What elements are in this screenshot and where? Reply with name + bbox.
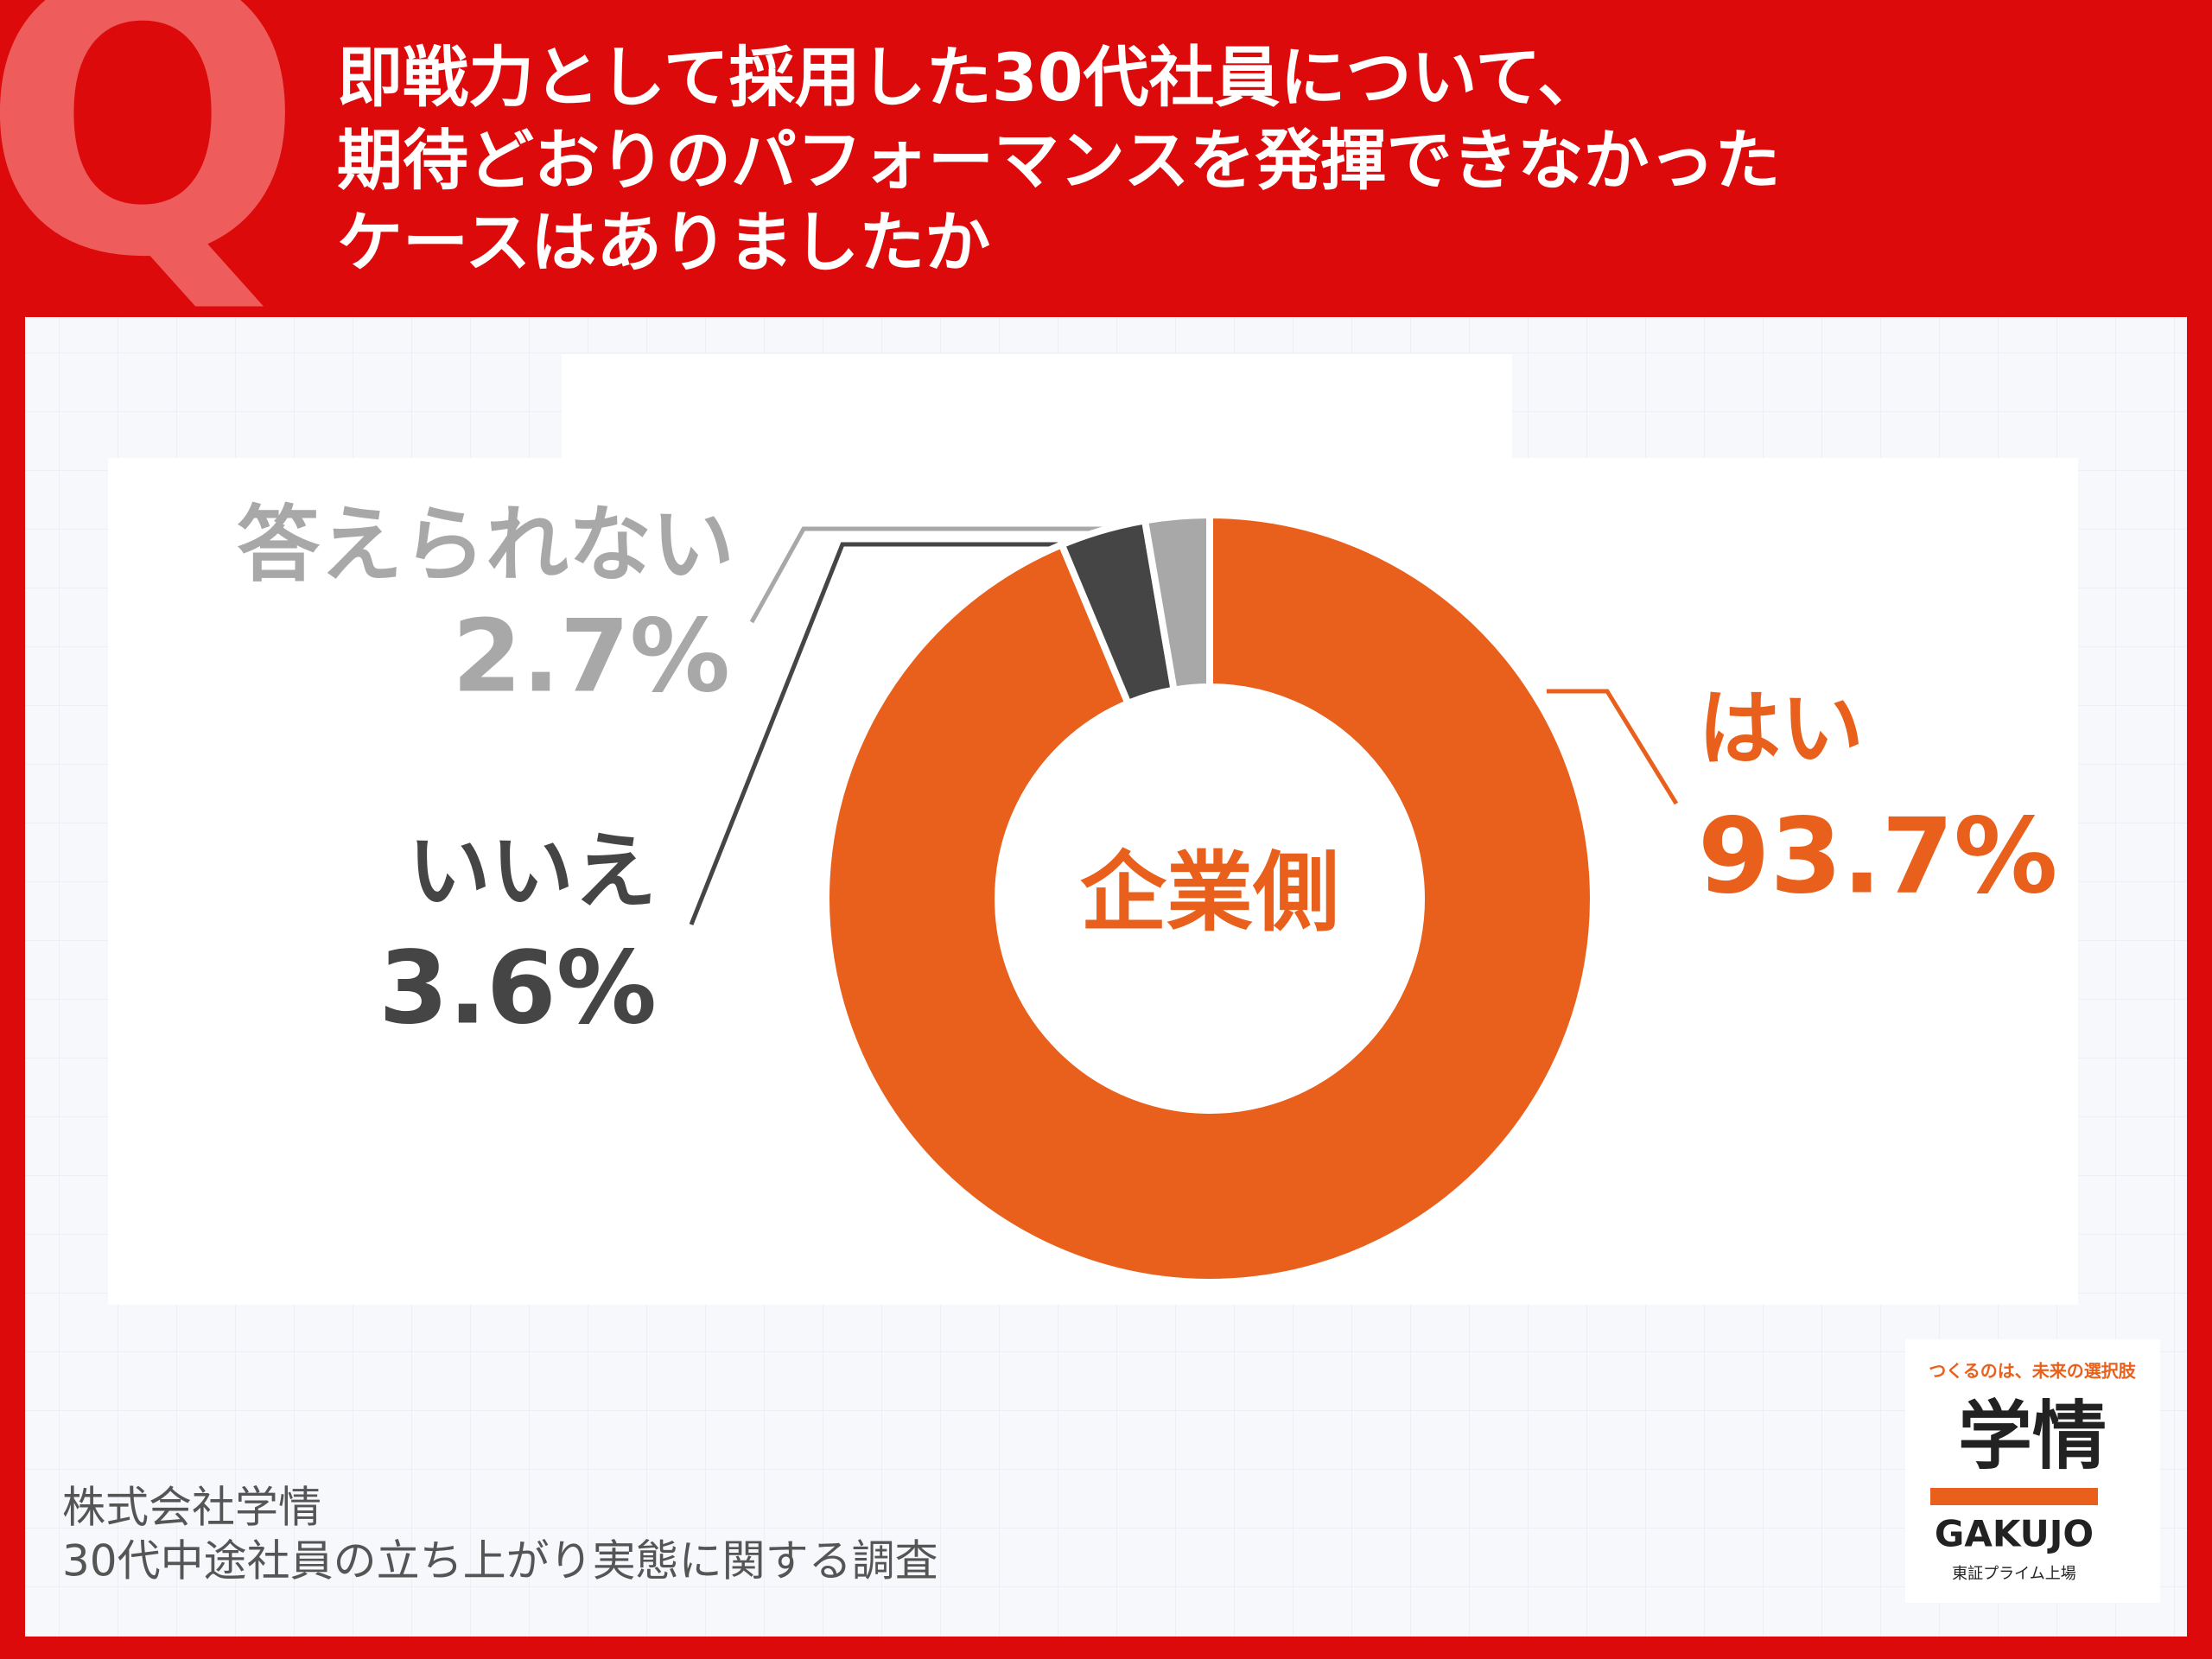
logo-roman: GAKUJO (1935, 1513, 2094, 1555)
chart-area-top (562, 354, 1512, 467)
title-line: 即戦力として採用した30代社員について、 (337, 39, 1603, 116)
category-label: いいえ (408, 823, 657, 919)
value-label: 93.7% (1698, 798, 2057, 918)
donut-segment (823, 511, 1597, 1286)
logo-note: 東証プライム上場 (1952, 1565, 2076, 1583)
center-label: 企業側 (1080, 842, 1339, 943)
title-line: ケースはありましたか (337, 204, 990, 281)
value-label: 2.7% (452, 599, 730, 715)
source: 30代中途社員の立ち上がり実態に関する調査 (62, 1536, 938, 1586)
q-mark: Q (0, 0, 304, 340)
logo-tagline: つくるのは、未来の選択肢 (1929, 1361, 2137, 1382)
donut-segment (1141, 511, 1213, 695)
leader-line (749, 526, 1149, 624)
leader-line (689, 542, 1080, 925)
source: 株式会社学情 (62, 1483, 321, 1533)
category-label: 答えられない (237, 496, 734, 593)
donut (823, 511, 1597, 1286)
category-label: はい (1698, 680, 1864, 777)
logo-name: 学情 (1958, 1393, 2107, 1479)
logo-bar (1930, 1488, 2098, 1505)
logo-box (1905, 1339, 2160, 1603)
title-line: 期待どおりのパフォーマンスを発揮できなかった (337, 122, 1780, 199)
leader-line (1547, 689, 1679, 805)
value-label: 3.6% (378, 931, 657, 1047)
